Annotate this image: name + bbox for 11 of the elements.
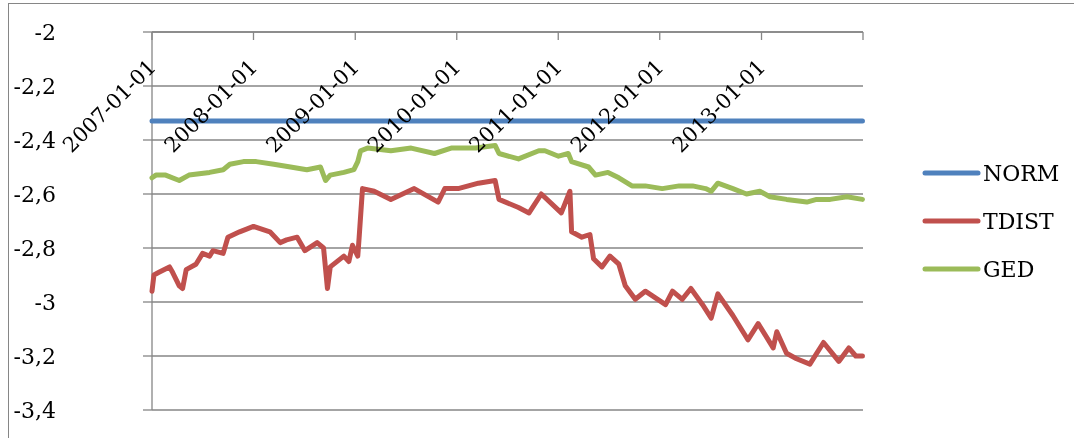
y-tick-label: -2,4 xyxy=(13,127,56,153)
y-tick-label: -2,2 xyxy=(13,73,56,99)
legend-label: GED xyxy=(983,256,1035,282)
y-tick-label: -2,8 xyxy=(13,235,56,261)
y-tick-label: -2 xyxy=(34,19,56,45)
y-tick-label: -3 xyxy=(34,289,56,315)
y-tick-label: -2,6 xyxy=(13,181,56,207)
legend-label: TDIST xyxy=(983,208,1055,234)
y-tick-label: -3,4 xyxy=(13,397,56,423)
legend-label: NORM xyxy=(983,160,1060,186)
y-tick-label: -3,2 xyxy=(13,343,56,369)
